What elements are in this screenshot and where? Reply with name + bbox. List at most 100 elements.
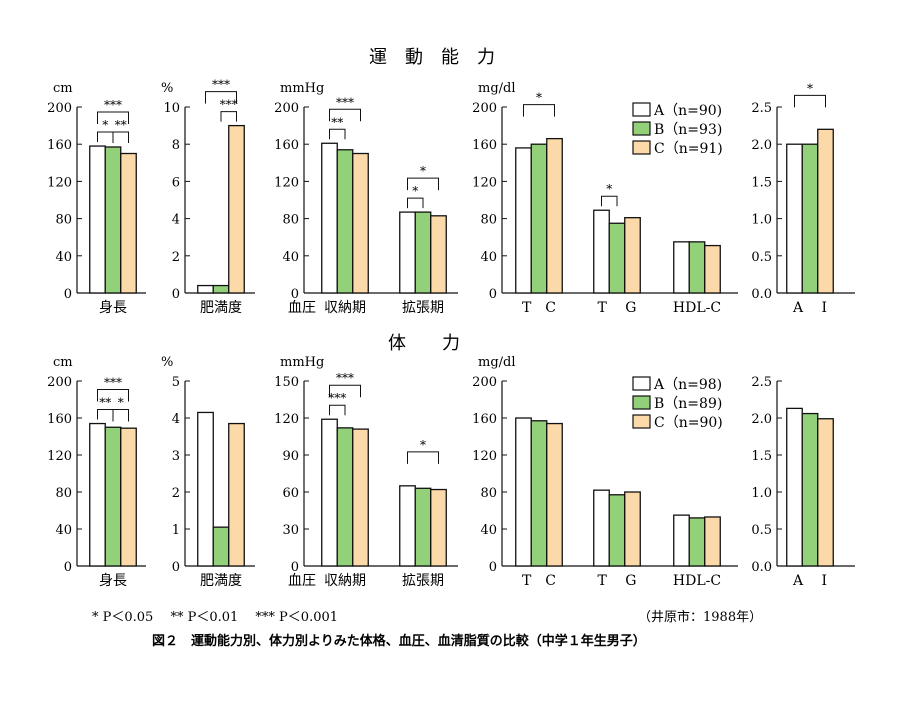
p1-2-tick-label: 150 bbox=[274, 375, 299, 390]
p1-2-bar-c-0 bbox=[352, 428, 369, 567]
p0-2-bar-a-1 bbox=[399, 211, 416, 294]
p1-4-tick-label: 1.0 bbox=[751, 486, 772, 501]
p1-3-bar-b-0 bbox=[530, 420, 548, 567]
p0-2-tick-label: 40 bbox=[282, 250, 299, 265]
p1-0-tick-label: 40 bbox=[55, 523, 72, 538]
p1-4-tick-label: 2.0 bbox=[751, 412, 772, 427]
p0-0-bar-a-0 bbox=[89, 145, 106, 294]
p0-4-tick-label: 1.0 bbox=[751, 213, 772, 228]
p0-1-tick-label: 0 bbox=[172, 287, 180, 302]
p1-0-unit-label: cm bbox=[53, 355, 73, 370]
p1-2-sig-bracket bbox=[329, 384, 361, 398]
p0-1-tick-label: 6 bbox=[172, 175, 180, 190]
p0-3-sig-bracket bbox=[523, 104, 555, 117]
p0-3-group-label: HDL-C bbox=[673, 300, 721, 316]
p1-3-tick-label: 120 bbox=[472, 449, 497, 464]
p1-2-unit-label: mmHg bbox=[280, 355, 324, 370]
p0-2-bar-c-0 bbox=[352, 152, 369, 294]
p1-3-legend-label-b: B（n=89) bbox=[654, 396, 722, 412]
p0-4-tick-label: 0.0 bbox=[751, 287, 772, 302]
p0-2-tick-label: 160 bbox=[274, 138, 299, 153]
p0-3-tick-label: 40 bbox=[480, 250, 497, 265]
p0-3-sig-bracket bbox=[601, 195, 618, 207]
p0-0-tick-label: 200 bbox=[47, 101, 72, 116]
p0-0-sig-bracket bbox=[97, 111, 129, 125]
p0-4-sig-label: * bbox=[807, 81, 813, 95]
p1-3-tick-label: 200 bbox=[472, 375, 497, 390]
p1-3-bar-a-0 bbox=[515, 417, 532, 567]
p0-2-tick-label: 200 bbox=[274, 101, 299, 116]
p1-0-sig-label: * bbox=[118, 396, 124, 410]
p1-3-legend-swatch-b bbox=[632, 395, 651, 410]
p0-3-group-label: T G bbox=[598, 300, 637, 316]
p1-2-sig-label: * bbox=[420, 438, 426, 452]
section-title-motor: 運 動 能 力 bbox=[369, 47, 495, 68]
p1-0-bar-a-0 bbox=[89, 422, 106, 567]
p1-0-tick-label: 200 bbox=[47, 375, 72, 390]
p0-0-tick-label: 0 bbox=[64, 287, 72, 302]
p1-2-sig-label: *** bbox=[328, 391, 346, 405]
p1-2-tick-label: 90 bbox=[282, 449, 299, 464]
p1-1-tick-label: 3 bbox=[172, 449, 180, 464]
p0-3-legend-swatch-a bbox=[632, 102, 651, 117]
p0-2-sig-bracket bbox=[329, 128, 346, 140]
p0-1-sig-bracket bbox=[220, 111, 237, 122]
p0-0-tick-label: 40 bbox=[55, 250, 72, 265]
p1-3-bar-a-1 bbox=[593, 489, 610, 567]
p0-0-sig-bracket bbox=[97, 131, 114, 143]
p1-0-sig-label: *** bbox=[104, 376, 122, 390]
p1-2-bar-c-1 bbox=[430, 488, 447, 567]
p0-3-legend-label-a: A（n=90) bbox=[653, 103, 722, 119]
p0-0-bar-c-0 bbox=[120, 152, 137, 294]
p0-2-prefix-label: 血圧 bbox=[288, 300, 316, 316]
p0-1-bar-b-0 bbox=[212, 284, 230, 294]
p0-2-bar-c-1 bbox=[430, 215, 447, 294]
p0-1-group-label: 肥満度 bbox=[200, 300, 242, 316]
p0-2-sig-bracket bbox=[407, 197, 424, 209]
p1-1-bar-a-0 bbox=[197, 411, 214, 567]
p1-2-bar-a-1 bbox=[399, 485, 416, 567]
p0-2-bar-b-1 bbox=[414, 211, 432, 294]
p1-4-bar-c-0 bbox=[817, 418, 834, 567]
p0-3-group-label: T C bbox=[522, 300, 556, 316]
p0-2-bar-b-0 bbox=[336, 149, 354, 294]
p0-4-sig-bracket bbox=[794, 94, 826, 108]
p0-3-bar-b-0 bbox=[530, 143, 548, 294]
p0-0-bar-b-0 bbox=[104, 146, 122, 294]
p1-2-sig-bracket bbox=[407, 451, 439, 464]
p1-0-bar-c-0 bbox=[120, 427, 137, 567]
p1-1-bar-b-0 bbox=[212, 526, 230, 567]
p0-4-bar-c-0 bbox=[817, 128, 834, 294]
p1-0-tick-label: 80 bbox=[55, 486, 72, 501]
p1-4-tick-label: 0.0 bbox=[751, 560, 772, 575]
p0-4-bar-a-0 bbox=[786, 143, 803, 294]
p1-2-tick-label: 30 bbox=[282, 523, 299, 538]
p0-1-sig-bracket bbox=[205, 91, 237, 104]
p1-0-tick-label: 120 bbox=[47, 449, 72, 464]
p0-0-group-label: 身長 bbox=[99, 300, 127, 316]
figure-caption: 図２ 運動能力別、体力別よりみた体格、血圧、血清脂質の比較（中学１年生男子） bbox=[152, 633, 646, 649]
p1-1-group-label: 肥満度 bbox=[200, 573, 242, 589]
p0-2-sig-label: ** bbox=[331, 115, 343, 129]
significance-footnote: * P＜0.05 ** P＜0.01 *** P＜0.001 bbox=[92, 610, 338, 625]
p1-0-sig-bracket bbox=[97, 389, 129, 402]
p0-3-unit-label: mg/dl bbox=[478, 81, 516, 96]
p1-3-tick-label: 0 bbox=[489, 560, 497, 575]
p0-4-tick-label: 2.0 bbox=[751, 138, 772, 153]
p1-3-group-label: T C bbox=[522, 573, 556, 589]
p0-3-bar-c-2 bbox=[704, 244, 721, 294]
p1-0-sig-bracket bbox=[112, 409, 129, 422]
p1-2-prefix-label: 血圧 bbox=[288, 573, 316, 589]
p0-2-sig-label: * bbox=[412, 184, 418, 198]
p1-4-tick-label: 2.5 bbox=[751, 375, 772, 390]
p1-3-tick-label: 40 bbox=[480, 523, 497, 538]
p1-3-legend-swatch-a bbox=[632, 376, 651, 391]
p0-3-tick-label: 120 bbox=[472, 175, 497, 190]
p0-3-bar-b-2 bbox=[688, 241, 706, 294]
p0-1-bar-c-0 bbox=[228, 124, 245, 294]
p1-4-tick-label: 0.5 bbox=[751, 523, 772, 538]
p0-2-unit-label: mmHg bbox=[280, 81, 324, 96]
